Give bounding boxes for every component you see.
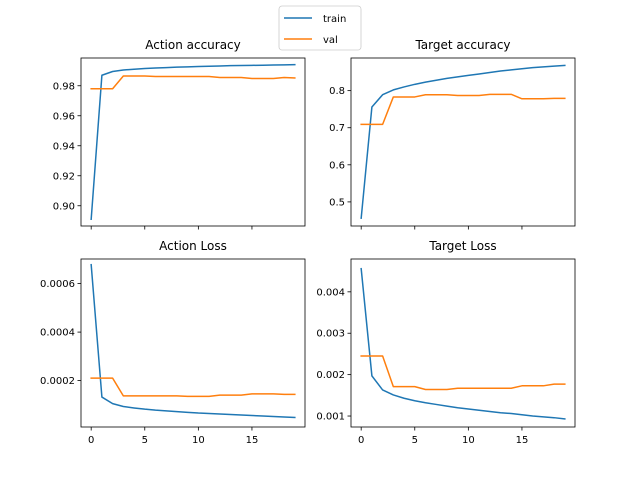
action-loss-xtick-label: 15 xyxy=(246,435,259,446)
target-loss-ytick-label: 0.001 xyxy=(316,412,345,423)
action-loss-xtick-label: 5 xyxy=(142,435,148,446)
target-accuracy-train-line xyxy=(360,64,566,220)
action-loss-val-line xyxy=(90,377,296,398)
action-loss-ytick-label: 0.0004 xyxy=(40,328,75,339)
legend-val-label: val xyxy=(323,35,338,46)
target-loss-plot: Target Loss 0.001 0.002 0.003 0.004 0 5 10 15 xyxy=(316,239,576,446)
action-accuracy-ytick-label: 0.98 xyxy=(53,81,75,92)
action-loss-xtick-label: 10 xyxy=(192,435,205,446)
legend-box xyxy=(278,5,362,51)
target-loss-ytick-label: 0.002 xyxy=(316,370,345,381)
action-loss-ytick-label: 0.0006 xyxy=(40,279,75,290)
legend: train val xyxy=(278,5,362,51)
action-accuracy-train-line xyxy=(90,63,296,221)
target-accuracy-ytick-label: 0.8 xyxy=(329,86,345,97)
target-loss-ytick-label: 0.003 xyxy=(316,329,345,340)
target-accuracy-ytick-label: 0.6 xyxy=(329,160,345,171)
action-loss-axes-frame xyxy=(80,258,306,428)
action-loss-title: Action Loss xyxy=(159,239,227,253)
target-accuracy-plot: Target accuracy 0.5 0.6 0.7 0.8 xyxy=(329,38,576,230)
target-loss-xtick-label: 15 xyxy=(516,435,529,446)
target-accuracy-title: Target accuracy xyxy=(414,38,510,52)
action-accuracy-ytick-label: 0.90 xyxy=(53,201,75,212)
legend-train-label: train xyxy=(323,14,346,25)
target-loss-train-line xyxy=(360,267,566,420)
action-loss-ytick-label: 0.0002 xyxy=(40,376,75,387)
action-accuracy-title: Action accuracy xyxy=(145,38,241,52)
action-accuracy-ytick-label: 0.94 xyxy=(53,141,75,152)
action-accuracy-ytick-label: 0.92 xyxy=(53,171,75,182)
action-accuracy-ytick-label: 0.96 xyxy=(53,111,75,122)
action-accuracy-axes-frame xyxy=(80,57,306,227)
target-loss-xtick-label: 5 xyxy=(412,435,418,446)
target-accuracy-axes-frame xyxy=(350,57,576,227)
action-loss-xtick-label: 0 xyxy=(88,435,94,446)
target-loss-ytick-label: 0.004 xyxy=(316,287,345,298)
action-loss-plot: Action Loss 0.0002 0.0004 0.0006 0 5 10 15 xyxy=(40,239,306,446)
target-loss-title: Target Loss xyxy=(428,239,496,253)
target-loss-xtick-label: 0 xyxy=(358,435,364,446)
target-loss-val-line xyxy=(360,355,566,391)
target-accuracy-ytick-label: 0.7 xyxy=(329,123,345,134)
target-accuracy-val-line xyxy=(360,93,566,126)
target-loss-axes-frame xyxy=(350,258,576,428)
action-accuracy-val-line xyxy=(90,75,296,90)
action-loss-train-line xyxy=(90,263,296,419)
target-loss-xtick-label: 10 xyxy=(462,435,475,446)
action-accuracy-plot: Action accuracy 0.90 0.92 0.94 0.96 0.98 xyxy=(53,38,306,230)
target-accuracy-ytick-label: 0.5 xyxy=(329,197,345,208)
